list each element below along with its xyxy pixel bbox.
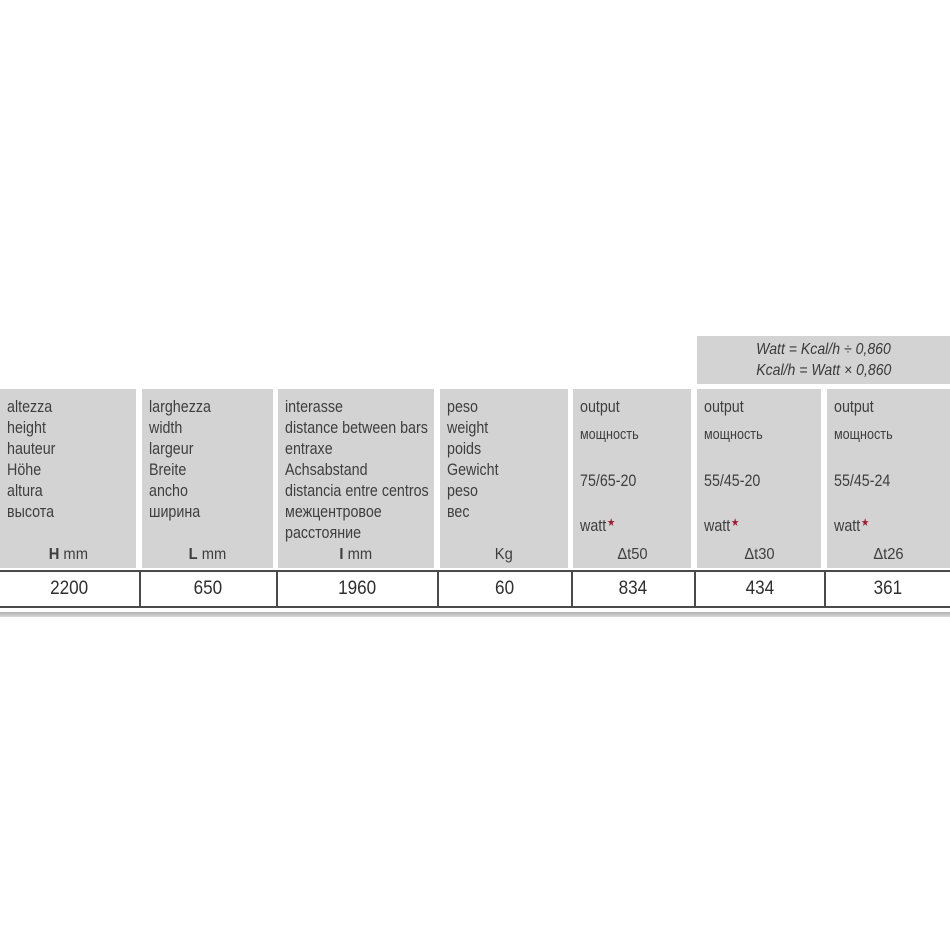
header-cell-height: altezza height hauteur Höhe altura высот… bbox=[0, 389, 136, 568]
label-line: altezza bbox=[7, 397, 53, 416]
conversion-formula-kcal: Kcal/h = Watt × 0,860 bbox=[755, 362, 892, 379]
label-line: ancho bbox=[149, 481, 188, 500]
output-label-ru: мощность bbox=[834, 426, 893, 443]
output-watt-label: watt★ bbox=[580, 516, 616, 535]
label-line: Achsabstand bbox=[285, 460, 368, 479]
label-line: distancia entre centros bbox=[285, 481, 429, 500]
header-cell-output-dt50: output мощность 75/65-20 watt★ Δt50 bbox=[573, 389, 691, 568]
label-line: peso bbox=[447, 397, 478, 416]
label-line: peso bbox=[447, 481, 478, 500]
label-line: poids bbox=[447, 439, 482, 458]
unit-label-height: H mm bbox=[48, 546, 88, 563]
header-cell-weight: peso weight poids Gewicht peso вес Kg bbox=[440, 389, 568, 568]
label-line: расстояние bbox=[285, 523, 362, 542]
spec-values-row: 2200 650 1960 60 834 434 361 bbox=[0, 570, 950, 608]
label-line: высота bbox=[7, 502, 55, 521]
label-line: ширина bbox=[149, 502, 201, 521]
footnote-star-icon: ★ bbox=[607, 517, 616, 529]
label-line: distance between bars bbox=[285, 418, 428, 437]
unit-label-width: L mm bbox=[188, 546, 227, 563]
label-line: hauteur bbox=[7, 439, 56, 458]
value-output-dt50: 834 bbox=[570, 572, 695, 606]
output-label: output bbox=[834, 397, 874, 416]
output-label: output bbox=[580, 397, 620, 416]
unit-label-axis-distance: I mm bbox=[339, 546, 373, 563]
output-label: output bbox=[704, 397, 744, 416]
unit-label-weight: Kg bbox=[494, 546, 513, 563]
label-line: height bbox=[7, 418, 46, 437]
label-line: largeur bbox=[149, 439, 194, 458]
header-cell-output-dt30: output мощность 55/45-20 watt★ Δt30 bbox=[697, 389, 821, 568]
value-weight: 60 bbox=[437, 572, 571, 606]
output-regime: 55/45-24 bbox=[834, 471, 891, 490]
label-line: Gewicht bbox=[447, 460, 499, 479]
unit-label-dt50: Δt50 bbox=[616, 546, 648, 563]
value-output-dt30: 434 bbox=[694, 572, 824, 606]
footnote-star-icon: ★ bbox=[861, 517, 870, 529]
label-line: interasse bbox=[285, 397, 343, 416]
output-watt-label: watt★ bbox=[834, 516, 870, 535]
label-line: larghezza bbox=[149, 397, 211, 416]
header-cell-output-dt26: output мощность 55/45-24 watt★ Δt26 bbox=[827, 389, 950, 568]
label-line: entraxe bbox=[285, 439, 333, 458]
label-line: Breite bbox=[149, 460, 187, 479]
value-axis-distance: 1960 bbox=[275, 572, 438, 606]
unit-label-dt26: Δt26 bbox=[873, 546, 904, 563]
label-line: вес bbox=[447, 502, 470, 521]
footnote-star-icon: ★ bbox=[731, 517, 740, 529]
header-cell-axis-distance: interasse distance between bars entraxe … bbox=[278, 389, 434, 568]
output-label-ru: мощность bbox=[704, 426, 763, 443]
output-label-ru: мощность bbox=[580, 426, 639, 443]
output-regime: 55/45-20 bbox=[704, 471, 761, 490]
value-width: 650 bbox=[139, 572, 276, 606]
value-output-dt26: 361 bbox=[824, 572, 950, 606]
unit-label-dt30: Δt30 bbox=[743, 546, 775, 563]
table-shadow-divider bbox=[0, 612, 950, 617]
value-height: 2200 bbox=[50, 578, 89, 599]
label-line: Höhe bbox=[7, 460, 42, 479]
conversion-note: Watt = Kcal/h ÷ 0,860 Kcal/h = Watt × 0,… bbox=[697, 336, 950, 384]
output-watt-label: watt★ bbox=[704, 516, 740, 535]
header-cell-width: larghezza width largeur Breite ancho шир… bbox=[142, 389, 273, 568]
conversion-formula-watt: Watt = Kcal/h ÷ 0,860 bbox=[756, 341, 891, 358]
label-line: межцентровое bbox=[285, 502, 382, 521]
label-line: altura bbox=[7, 481, 43, 500]
label-line: weight bbox=[447, 418, 489, 437]
output-regime: 75/65-20 bbox=[580, 471, 637, 490]
label-line: width bbox=[149, 418, 183, 437]
